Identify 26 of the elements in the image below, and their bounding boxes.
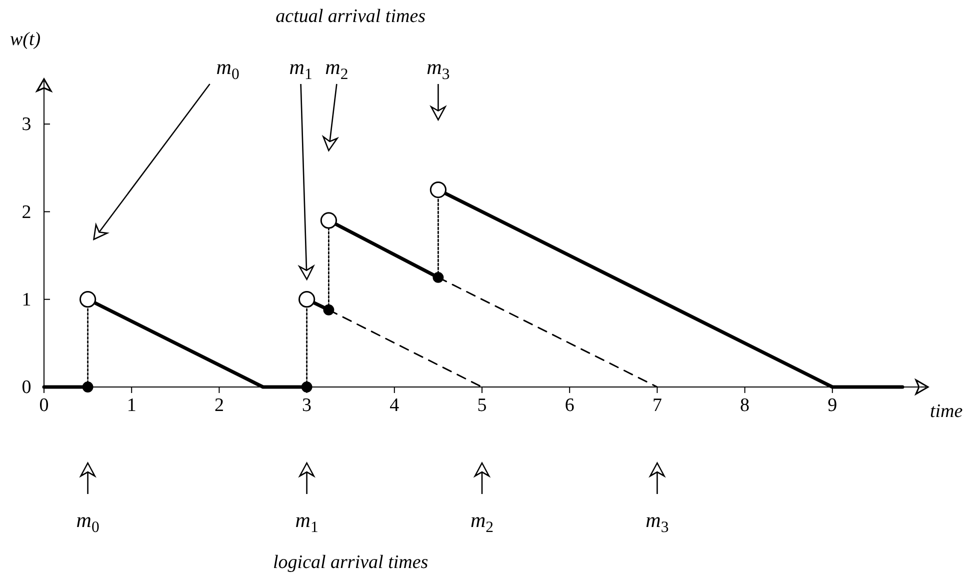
text: m$_{3}$ [646, 508, 669, 536]
x-tick-label: 9 [828, 394, 838, 416]
x-tick-label: 8 [740, 394, 750, 416]
text: actual arrival times [276, 6, 426, 27]
y-tick-label: 0 [22, 377, 32, 398]
text: m$_{1}$ [295, 508, 318, 536]
text: m$_{0}$ [216, 55, 240, 83]
text: logical arrival times [273, 552, 428, 573]
x-tick-label: 0 [39, 394, 49, 416]
x-tick-label: 6 [564, 394, 574, 416]
text: m$_{0}$ [76, 508, 100, 536]
x-tick-label: 3 [302, 394, 312, 416]
x-tick-label: 5 [477, 394, 487, 416]
x-tick-label: 7 [652, 394, 662, 416]
text: m$_{2}$ [325, 55, 348, 83]
text: m$_{2}$ [470, 508, 494, 536]
y-tick-label: 1 [22, 289, 32, 310]
text: m$_{3}$ [426, 55, 450, 83]
y-axis-title: w(t) [10, 29, 41, 50]
x-axis-title: time [930, 401, 963, 422]
x-tick-label: 1 [126, 394, 136, 416]
x-tick-label: 4 [390, 394, 400, 416]
x-tick-label: 2 [214, 394, 224, 416]
y-tick-label: 3 [22, 114, 32, 136]
y-tick-label: 2 [22, 202, 32, 223]
text: m$_{1}$ [289, 55, 312, 83]
